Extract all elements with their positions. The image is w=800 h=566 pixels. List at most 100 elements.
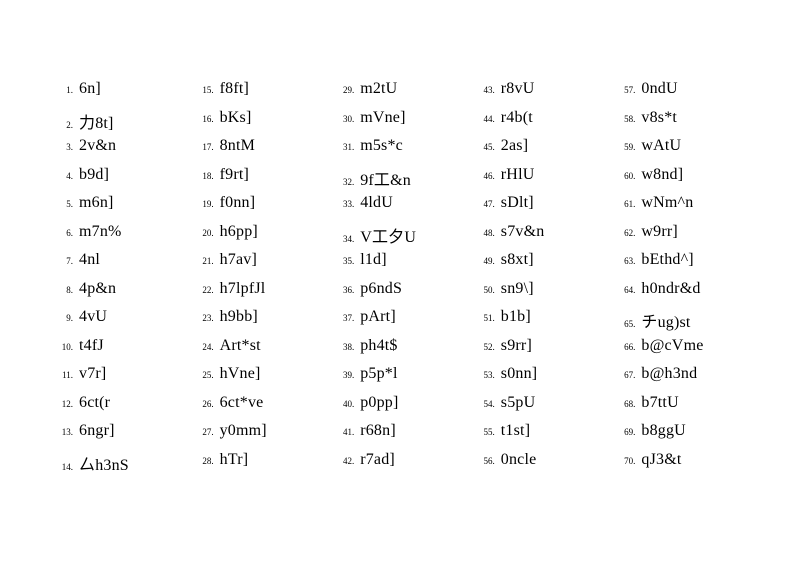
list-item: 29.m2tU: [336, 80, 469, 109]
item-number: 44.: [477, 114, 495, 124]
list-item: 45.2as]: [477, 137, 610, 166]
item-word: t1st]: [501, 422, 530, 440]
item-word: bEthd^]: [641, 251, 693, 269]
item-number: 68.: [617, 399, 635, 409]
item-number: 40.: [336, 399, 354, 409]
item-word: 8ntM: [220, 137, 255, 155]
item-number: 62.: [617, 228, 635, 238]
list-item: 34.V工夕U: [336, 223, 469, 252]
list-item: 30.mVne]: [336, 109, 469, 138]
item-number: 47.: [477, 199, 495, 209]
list-item: 60.w8nd]: [617, 166, 750, 195]
list-item: 14.厶h3nS: [55, 451, 188, 480]
list-item: 33.4ldU: [336, 194, 469, 223]
item-word: b@h3nd: [641, 365, 697, 383]
item-word: s9rr]: [501, 337, 532, 355]
item-word: 4nl: [79, 251, 100, 269]
list-item: 47.sDlt]: [477, 194, 610, 223]
item-number: 13.: [55, 427, 73, 437]
item-number: 32.: [336, 177, 354, 187]
item-number: 27.: [196, 427, 214, 437]
item-number: 50.: [477, 285, 495, 295]
word-list-columns: 1.6n]2.力8t]3.2v&n4.b9d]5.m6n]6.m7n%7.4nl…: [55, 80, 750, 479]
list-item: 12. 6ct(r: [55, 394, 188, 423]
list-item: 23.h9bb]: [196, 308, 329, 337]
item-word: wAtU: [641, 137, 681, 155]
item-word: bKs]: [220, 109, 252, 127]
list-item: 10.t4fJ: [55, 337, 188, 366]
list-item: 20. h6pp]: [196, 223, 329, 252]
item-number: 6.: [55, 228, 73, 238]
item-number: 11.: [55, 370, 73, 380]
item-number: 37.: [336, 313, 354, 323]
item-word: w9rr]: [641, 223, 678, 241]
item-word: h6pp]: [220, 223, 258, 241]
item-word: b1b]: [501, 308, 531, 326]
list-item: 66.b@cVme: [617, 337, 750, 366]
column-4: 43.r8vU44.r4b(t45.2as]46.rHlU47.sDlt]48.…: [477, 80, 610, 479]
item-word: hTr]: [220, 451, 249, 469]
item-word: b9d]: [79, 166, 109, 184]
item-number: 41.: [336, 427, 354, 437]
item-number: 31.: [336, 142, 354, 152]
item-number: 15.: [196, 85, 214, 95]
item-number: 2.: [55, 120, 73, 130]
item-word: f0nn]: [220, 194, 256, 212]
list-item: 48.s7v&n: [477, 223, 610, 252]
item-word: mVne]: [360, 109, 405, 127]
item-number: 4.: [55, 171, 73, 181]
item-word: 4p&n: [79, 280, 116, 298]
list-item: 58.v8s*t: [617, 109, 750, 138]
item-number: 61.: [617, 199, 635, 209]
item-word: 2as]: [501, 137, 528, 155]
item-word: 6ct*ve: [220, 394, 264, 412]
list-item: 27.y0mm]: [196, 422, 329, 451]
list-item: 5.m6n]: [55, 194, 188, 223]
list-item: 11.v7r]: [55, 365, 188, 394]
item-number: 35.: [336, 256, 354, 266]
item-word: p6ndS: [360, 280, 402, 298]
item-word: f8ft]: [220, 80, 249, 98]
item-word: t4fJ: [79, 337, 104, 355]
list-item: 4. b9d]: [55, 166, 188, 195]
item-word: 6ngr]: [79, 422, 115, 440]
item-word: h9bb]: [220, 308, 258, 326]
item-word: r7ad]: [360, 451, 395, 469]
list-item: 13. 6ngr]: [55, 422, 188, 451]
list-item: 32.9f工&n: [336, 166, 469, 195]
list-item: 52.s9rr]: [477, 337, 610, 366]
item-number: 12.: [55, 399, 73, 409]
item-number: 46.: [477, 171, 495, 181]
item-word: l1d]: [360, 251, 387, 269]
list-item: 28.hTr]: [196, 451, 329, 480]
item-number: 60.: [617, 171, 635, 181]
list-item: 55.t1st]: [477, 422, 610, 451]
list-item: 19.f0nn]: [196, 194, 329, 223]
item-word: s8xt]: [501, 251, 534, 269]
column-1: 1.6n]2.力8t]3.2v&n4.b9d]5.m6n]6.m7n%7.4nl…: [55, 80, 188, 479]
item-word: sn9\]: [501, 280, 534, 298]
item-number: 57.: [617, 85, 635, 95]
item-number: 53.: [477, 370, 495, 380]
list-item: 1.6n]: [55, 80, 188, 109]
item-number: 34.: [336, 234, 354, 244]
item-number: 20.: [196, 228, 214, 238]
item-word: b7ttU: [641, 394, 678, 412]
item-word: m7n%: [79, 223, 122, 241]
item-number: 67.: [617, 370, 635, 380]
item-word: r4b(t: [501, 109, 533, 127]
item-word: h7lpfJl: [220, 280, 266, 298]
item-number: 39.: [336, 370, 354, 380]
list-item: 6. m7n%: [55, 223, 188, 252]
item-number: 18.: [196, 171, 214, 181]
item-number: 7.: [55, 256, 73, 266]
item-number: 3.: [55, 142, 73, 152]
list-item: 49.s8xt]: [477, 251, 610, 280]
list-item: 56.0ncle: [477, 451, 610, 480]
item-number: 70.: [617, 456, 635, 466]
item-number: 16.: [196, 114, 214, 124]
list-item: 51.b1b]: [477, 308, 610, 337]
item-word: 6ct(r: [79, 394, 110, 412]
item-number: 63.: [617, 256, 635, 266]
item-number: 69.: [617, 427, 635, 437]
